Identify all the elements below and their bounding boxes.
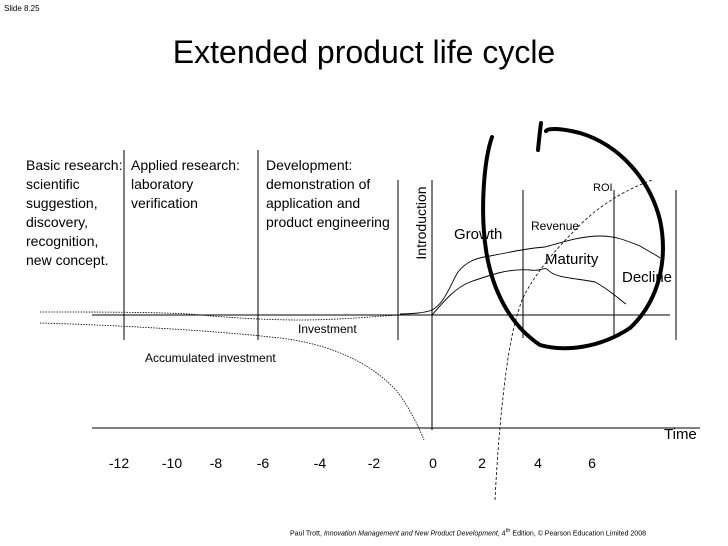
accumulated-investment-label: Accumulated investment [145, 351, 276, 365]
stage-decline: Decline [622, 269, 673, 286]
roi-curve [494, 179, 653, 501]
hand-drawn-circle [481, 121, 665, 351]
tick-label: 6 [588, 455, 596, 471]
profit-curve [431, 268, 627, 316]
investment-label: Investment [298, 322, 357, 336]
footer-publisher: Edition, © Pearson Education Limited 200… [510, 530, 646, 538]
footer-author: Paul Trott, [290, 530, 324, 538]
tick-label: -12 [108, 455, 130, 471]
footer-book: Innovation Management and New Product De… [323, 530, 498, 538]
introduction-label: Introduction [413, 185, 429, 260]
stage-growth: Growth [454, 226, 503, 243]
phase-applied-research: Applied research: laboratory verificatio… [131, 157, 240, 211]
tick-label: -2 [367, 455, 381, 471]
time-axis-label: Time [664, 426, 697, 443]
footer-edition: , 4 [497, 530, 506, 538]
accumulated-investment-curve [39, 322, 425, 441]
investment-curve [39, 311, 401, 321]
stage-maturity: Maturity [545, 251, 599, 268]
tick-label: 0 [429, 455, 437, 471]
tick-label: -4 [313, 455, 327, 471]
revenue-curve [399, 235, 661, 315]
tick-label: -8 [209, 455, 223, 471]
tick-label: 2 [478, 455, 486, 471]
phase-development: Development: demonstration of applicatio… [266, 157, 390, 230]
slide-number: Slide 8.25 [4, 4, 40, 13]
phase-introduction: Introduction [412, 160, 430, 285]
phase-basic-research: Basic research: scientific suggestion, d… [26, 157, 123, 268]
tick-label: -10 [161, 455, 183, 471]
footer-edition-sup: th [505, 528, 511, 534]
revenue-label: Revenue [531, 219, 580, 233]
roi-label: ROI [593, 182, 613, 194]
slide-title: Extended product life cycle [172, 34, 556, 70]
footer-citation: Paul Trott, Innovation Management and Ne… [290, 528, 646, 537]
tick-label: 4 [534, 455, 542, 471]
tick-label: -6 [256, 455, 270, 471]
